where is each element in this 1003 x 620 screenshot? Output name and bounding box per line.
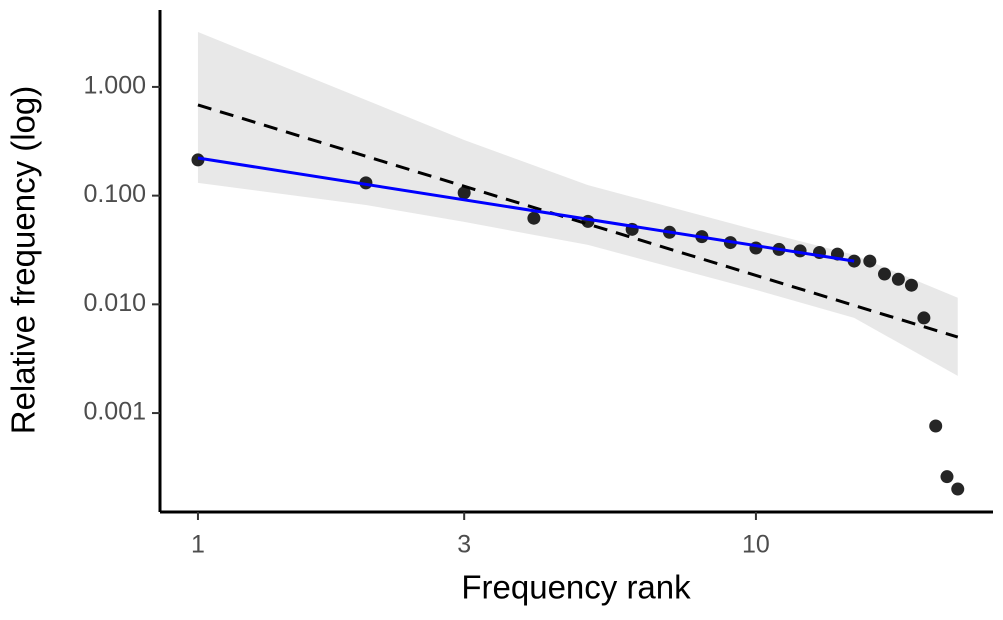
fit-line	[197, 103, 959, 339]
point	[527, 211, 541, 225]
y-axis-title: Relative frequency (log)	[5, 86, 42, 435]
y-tick-label: 0.100	[83, 180, 146, 208]
x-tick-label: 1	[191, 531, 205, 559]
x-tick-label: 10	[742, 531, 770, 559]
confidence-band	[197, 32, 958, 376]
point	[863, 254, 877, 268]
point	[191, 153, 205, 167]
point	[891, 272, 905, 286]
y-tick-label: 0.001	[83, 398, 146, 426]
point	[951, 482, 965, 496]
x-tick-label: 3	[457, 531, 471, 559]
point	[457, 186, 471, 200]
point	[917, 311, 931, 325]
x-axis-title: Frequency rank	[461, 569, 691, 606]
fit-line	[197, 156, 855, 263]
point	[929, 419, 943, 433]
y-tick-label: 1.000	[83, 72, 146, 100]
y-tick-label: 0.010	[83, 289, 146, 317]
point	[940, 470, 954, 484]
point	[904, 278, 918, 292]
point	[878, 267, 892, 281]
